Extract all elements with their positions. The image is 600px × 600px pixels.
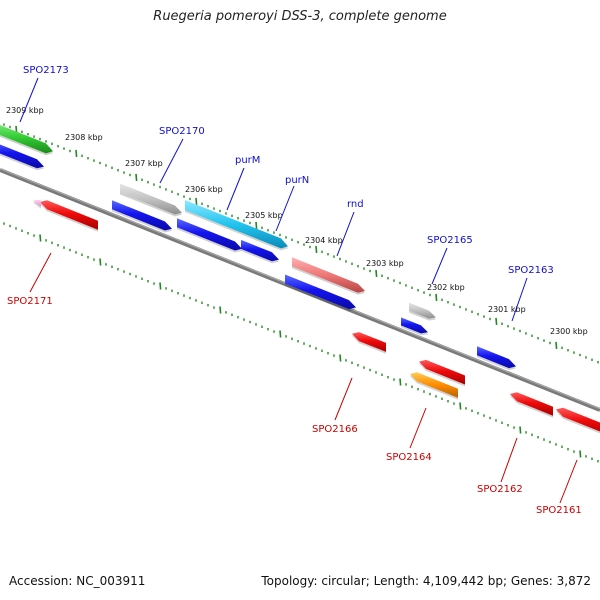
callout-line: [334, 377, 353, 421]
callout-line: [431, 247, 448, 285]
major-tick: [315, 245, 318, 253]
gene-label-bottom: SPO2161: [536, 505, 582, 516]
major-tick: [339, 354, 342, 362]
gene-label-top: SPO2173: [23, 65, 69, 76]
gene-spo2166: [352, 332, 386, 352]
kbp-label: 2305 kbp: [245, 211, 283, 220]
gene-block: [401, 317, 428, 334]
gene-spo2165: [409, 302, 436, 319]
major-tick: [159, 282, 162, 290]
major-tick: [135, 173, 138, 181]
gene-label-bottom: SPO2164: [386, 452, 432, 463]
callout-line: [559, 459, 578, 504]
gene-rnd: [292, 257, 365, 293]
callout-line: [336, 211, 355, 257]
kbp-label: 2307 kbp: [125, 159, 163, 168]
major-tick: [579, 450, 582, 458]
major-tick: [195, 197, 198, 205]
major-tick: [399, 378, 402, 386]
gene-block: [285, 274, 356, 310]
gene-purm: [185, 200, 288, 249]
genome-summary: Topology: circular; Length: 4,109,442 bp…: [261, 574, 591, 588]
gene-label-top: purM: [235, 155, 260, 166]
accession-label: Accession: NC_003911: [9, 574, 146, 588]
major-tick: [459, 402, 462, 410]
gene-spo2171: [40, 200, 98, 230]
gene-spo2170: [120, 183, 182, 215]
major-tick: [519, 426, 522, 434]
gene-block: [0, 144, 44, 169]
gene-label-top: SPO2165: [427, 235, 473, 246]
gene-label-top: rnd: [347, 199, 364, 210]
major-tick: [75, 149, 78, 157]
kbp-label: 2308 kbp: [65, 133, 103, 142]
callout-line: [275, 185, 295, 232]
tick-row-top: [3, 123, 599, 364]
kbp-label: 2304 kbp: [305, 236, 343, 245]
gene-spo2173: [0, 124, 53, 154]
callout-line: [226, 167, 245, 211]
major-tick: [39, 234, 42, 242]
callout-line: [19, 77, 39, 123]
gene-label-top: SPO2163: [508, 265, 554, 276]
gene-label-top: SPO2170: [159, 126, 205, 137]
kbp-label: 2302 kbp: [427, 283, 465, 292]
callout-line: [511, 277, 528, 322]
major-tick: [435, 293, 438, 301]
major-tick: [255, 221, 258, 229]
callout-line: [409, 407, 427, 449]
tick-row-bottom: [3, 222, 599, 463]
callout-line: [29, 252, 52, 293]
callout-line: [159, 138, 184, 184]
major-tick: [375, 269, 378, 277]
gene-label-bottom: SPO2171: [7, 296, 53, 307]
gene-small: [33, 200, 41, 207]
gene-spo2161: [556, 407, 600, 432]
major-tick: [495, 317, 498, 325]
kbp-label: 2301 kbp: [488, 305, 526, 314]
gene-spo2163: [477, 346, 516, 369]
gene-block: [177, 218, 242, 251]
kbp-label: 2306 kbp: [185, 185, 223, 194]
gene-label-bottom: SPO2162: [477, 484, 523, 495]
callout-line: [500, 437, 518, 483]
gene-block: [419, 359, 465, 385]
gene-block: [112, 200, 172, 231]
major-tick: [219, 306, 222, 314]
gene-spo2164: [410, 372, 458, 398]
major-tick: [99, 258, 102, 266]
map-title: Ruegeria pomeroyi DSS-3, complete genome: [153, 9, 447, 24]
gene-label-top: purN: [285, 175, 309, 186]
gene-label-bottom: SPO2166: [312, 424, 358, 435]
gene-spo2162: [510, 392, 553, 416]
gene-features: [0, 124, 600, 434]
kbp-label: 2303 kbp: [366, 259, 404, 268]
genome-backbone: [0, 168, 600, 412]
major-tick: [555, 341, 558, 349]
major-tick: [279, 330, 282, 338]
kbp-label: 2300 kbp: [550, 327, 588, 336]
gene-purn: [241, 239, 279, 262]
